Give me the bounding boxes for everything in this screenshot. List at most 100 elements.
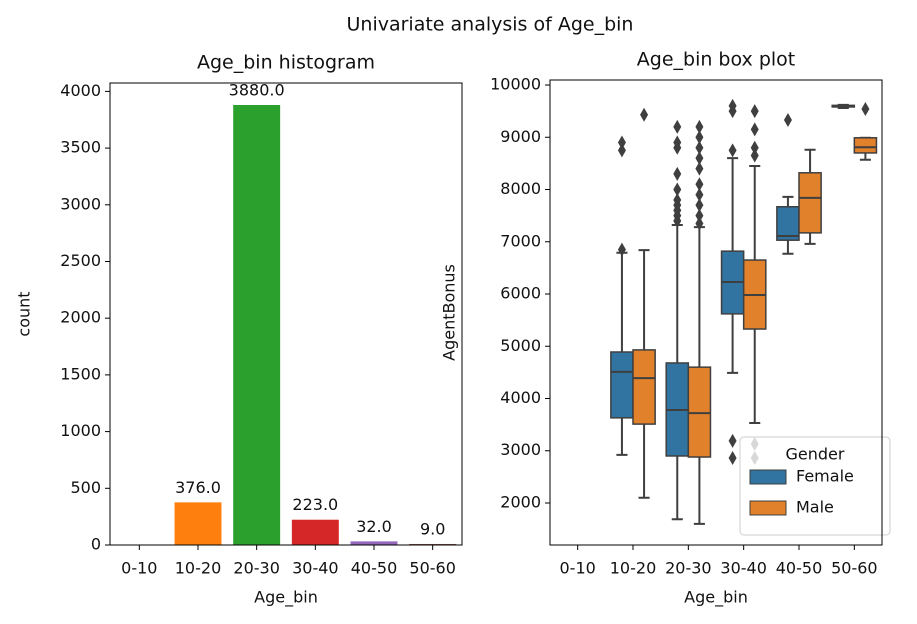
y-tick-label: 1000 [60,421,101,440]
y-tick-label: 8000 [500,179,541,198]
box [853,137,878,154]
whisker-low [638,424,650,499]
x-tick-label: 30-40 [720,559,767,578]
x-tick-label: 20-30 [665,559,712,578]
y-tick-label: 2000 [500,492,541,511]
whisker-high [638,249,650,350]
y-tick-label: 4000 [60,81,101,100]
outlier [673,192,682,207]
y-axis-label: count [15,291,34,336]
bar [233,105,281,545]
outlier [750,140,759,155]
outlier [783,113,792,128]
y-tick-label: 3500 [60,138,101,157]
box [632,349,656,425]
y-tick-label: 2500 [60,251,101,270]
outlier [673,166,682,181]
chart-title: Age_bin histogram [197,52,375,74]
y-tick-label: 6000 [500,284,541,303]
figure-title: Univariate analysis of Age_bin [347,14,634,36]
value-label: 376.0 [175,478,221,497]
x-tick-label: 50-60 [831,559,878,578]
value-label: 3880.0 [229,81,285,100]
y-tick-label: 0 [91,535,101,554]
x-axis-label: Age_bin [684,588,748,608]
axes-frame [549,79,883,546]
outlier [673,119,682,134]
whisker-low [671,455,683,521]
y-tick-label: 10000 [490,75,541,94]
outlier [695,151,704,166]
x-tick-label: 20-30 [233,559,280,578]
x-tick-label: 0-10 [560,559,596,578]
outlier [861,102,870,117]
whisker-high [616,251,628,352]
axes-frame [109,82,463,546]
whisker-low [693,457,705,525]
x-tick-label: 50-60 [409,559,456,578]
outlier [617,242,626,257]
whisker-high [804,148,816,173]
outlier [695,216,704,231]
whisker-low [727,313,739,374]
legend-label: Female [796,467,854,486]
whisker-high [782,195,794,207]
outlier [640,107,649,122]
outlier [695,140,704,155]
outlier [617,143,626,158]
box [798,172,822,234]
outlier [728,433,737,448]
outlier [673,135,682,150]
box [610,351,634,419]
chart-title: Age_bin box plot [637,49,795,71]
outlier [695,119,704,134]
outlier [673,182,682,197]
outlier [695,198,704,213]
bar [174,502,222,545]
x-tick-label: 40-50 [351,559,398,578]
x-tick-label: 40-50 [776,559,823,578]
y-tick-label: 2000 [60,308,101,327]
whisker-low [749,329,761,425]
legend-label: Male [796,498,834,517]
legend-swatch [749,469,787,485]
whisker-low [782,240,794,255]
x-tick-label: 10-20 [175,559,222,578]
outlier [695,130,704,145]
legend-swatch [749,500,787,516]
value-label: 223.0 [292,495,338,514]
y-tick-label: 9000 [500,127,541,146]
x-axis-label: Age_bin [254,588,318,608]
value-label: 32.0 [356,517,392,536]
whisker-low [804,232,816,245]
legend-title: Gender [786,445,845,464]
outlier [695,177,704,192]
outlier [695,208,704,223]
whisker-low [616,417,628,456]
y-tick-label: 500 [70,478,101,497]
bar [291,519,339,545]
outlier [728,98,737,113]
outlier [750,122,759,137]
x-tick-label: 0-10 [121,559,157,578]
outlier [728,143,737,158]
whisker-high [727,157,739,252]
whisker-high [671,224,683,363]
outlier [617,135,626,150]
value-label: 9.0 [420,519,445,538]
outlier [695,187,704,202]
outlier [750,148,759,163]
y-tick-label: 3000 [500,440,541,459]
outlier [728,451,737,466]
y-axis-label: AgentBonus [440,264,459,361]
y-tick-label: 3000 [60,194,101,213]
y-tick-label: 5000 [500,336,541,355]
bar [409,543,457,545]
y-tick-label: 4000 [500,388,541,407]
outlier [695,161,704,176]
outlier [750,104,759,119]
whisker-high [693,226,705,368]
bar [350,541,398,545]
whisker-high [749,164,761,261]
whisker-low [859,152,871,161]
